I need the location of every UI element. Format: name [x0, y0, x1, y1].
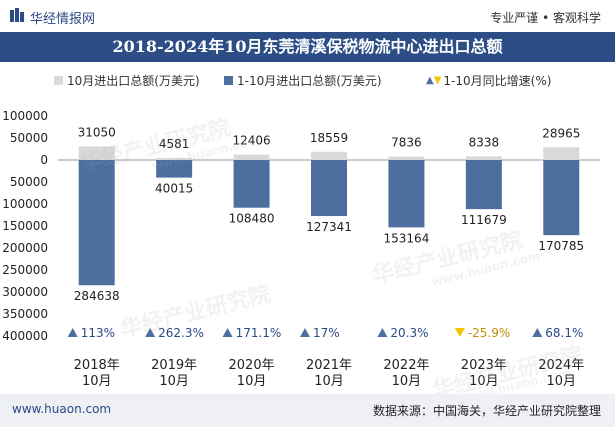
bar-cumulative [156, 160, 193, 178]
legend-item-growth: ▲ ▼ 1-10月同比增速(%) [426, 72, 551, 89]
x-tick-label: 10月 [237, 374, 267, 389]
x-tick-label: 2020年 [229, 358, 275, 373]
data-label-cumulative: 127341 [306, 220, 352, 234]
bar-monthly [543, 147, 580, 160]
legend: 10月进出口总额(万美元) 1-10月进出口总额(万美元) ▲ ▼ 1-10月同… [0, 72, 615, 92]
bar-cumulative [543, 160, 580, 236]
data-label-growth: 113% [81, 326, 115, 340]
y-tick-label: 50000 [10, 131, 48, 145]
bar-cumulative [78, 160, 115, 286]
source-note: 数据来源：中国海关，华经产业研究院整理 [372, 404, 601, 418]
bar-cumulative [311, 160, 347, 217]
growth-up-icon [222, 328, 233, 337]
bar-cumulative [233, 160, 270, 208]
tagline: 专业严谨 • 客观科学 [490, 11, 601, 25]
y-tick-label: 0 [40, 153, 48, 167]
legend-swatch-cumulative [224, 76, 233, 85]
logo-icon [10, 8, 24, 22]
y-tick-label: 150000 [2, 219, 48, 233]
x-tick-label: 2019年 [151, 358, 197, 373]
y-tick-label: 300000 [2, 285, 48, 299]
x-tick-label: 10月 [159, 374, 189, 389]
data-label-cumulative: 40015 [155, 182, 193, 196]
data-label-growth: -25.9% [468, 326, 510, 340]
legend-item-cumulative: 1-10月进出口总额(万美元) [224, 72, 382, 89]
bar-monthly [78, 146, 115, 160]
data-label-growth: 262.3% [158, 326, 204, 340]
data-label-monthly: 4581 [159, 137, 190, 151]
growth-up-icon [300, 328, 310, 337]
growth-up-icon [532, 328, 543, 337]
top-bar: 华经情报网 专业严谨 • 客观科学 [0, 0, 615, 32]
bar-monthly [156, 157, 193, 160]
data-label-monthly: 18559 [310, 131, 348, 145]
y-tick-label: 200000 [2, 241, 48, 255]
y-tick-label: 50000 [10, 175, 48, 189]
data-label-growth: 20.3% [390, 326, 428, 340]
bar-monthly [465, 156, 502, 160]
x-tick-label: 2024年 [538, 358, 584, 373]
x-tick-label: 10月 [314, 374, 344, 389]
chart-plot: 100000 50000 0 50000 100000 150000 200000 25000… [2, 109, 600, 389]
data-label-cumulative: 170785 [538, 239, 584, 253]
data-label-cumulative: 111679 [461, 213, 507, 227]
data-label-growth: 171.1% [236, 326, 282, 340]
legend-label-cumulative: 1-10月进出口总额(万美元) [237, 74, 382, 88]
x-tick-label: 2018年 [74, 358, 120, 373]
x-tick-label: 2021年 [306, 358, 352, 373]
chart-title: 2018-2024年10月东莞清溪保税物流中心进出口总额 [0, 32, 615, 62]
data-label-cumulative: 284638 [74, 289, 120, 303]
bar-monthly [311, 151, 347, 160]
y-tick-label: 100000 [2, 109, 48, 123]
growth-up-icon [67, 328, 78, 337]
data-label-cumulative: 153164 [384, 231, 430, 245]
brand-name: 华经情报网 [30, 12, 96, 27]
y-tick-label: 100000 [2, 197, 48, 211]
legend-label-growth: 1-10月同比增速(%) [443, 74, 552, 88]
bar-monthly [388, 156, 425, 160]
x-tick-label: 2023年 [461, 358, 507, 373]
legend-label-monthly: 10月进出口总额(万美元) [67, 74, 200, 88]
bar-cumulative [388, 160, 425, 228]
data-label-cumulative: 108480 [229, 212, 275, 226]
data-label-growth: 17% [313, 326, 340, 340]
legend-marker-up-icon: ▲ [426, 75, 434, 86]
y-tick-label: 400000 [2, 329, 48, 343]
data-label-monthly: 8338 [469, 135, 500, 149]
data-label-monthly: 31050 [78, 125, 116, 139]
x-tick-label: 10月 [392, 374, 422, 389]
site-url: www.huaon.com [12, 402, 112, 416]
data-label-growth: 68.1% [545, 326, 583, 340]
data-label-monthly: 12406 [232, 134, 270, 148]
legend-marker-down-icon: ▼ [433, 75, 442, 86]
x-tick-label: 10月 [469, 374, 499, 389]
data-label-monthly: 7836 [391, 136, 422, 150]
bar-monthly [233, 154, 270, 160]
growth-down-icon [454, 328, 465, 337]
x-tick-label: 10月 [547, 374, 577, 389]
footer: www.huaon.com 数据来源：中国海关，华经产业研究院整理 [0, 394, 615, 427]
data-label-monthly: 28965 [542, 126, 580, 140]
bar-cumulative [465, 160, 502, 210]
x-tick-label: 2022年 [383, 358, 429, 373]
legend-item-monthly: 10月进出口总额(万美元) [54, 72, 200, 89]
y-tick-label: 350000 [2, 307, 48, 321]
growth-up-icon [145, 328, 156, 337]
growth-up-icon [377, 328, 388, 337]
x-tick-label: 10月 [82, 374, 112, 389]
y-tick-label: 250000 [2, 263, 48, 277]
legend-swatch-monthly [54, 76, 63, 85]
